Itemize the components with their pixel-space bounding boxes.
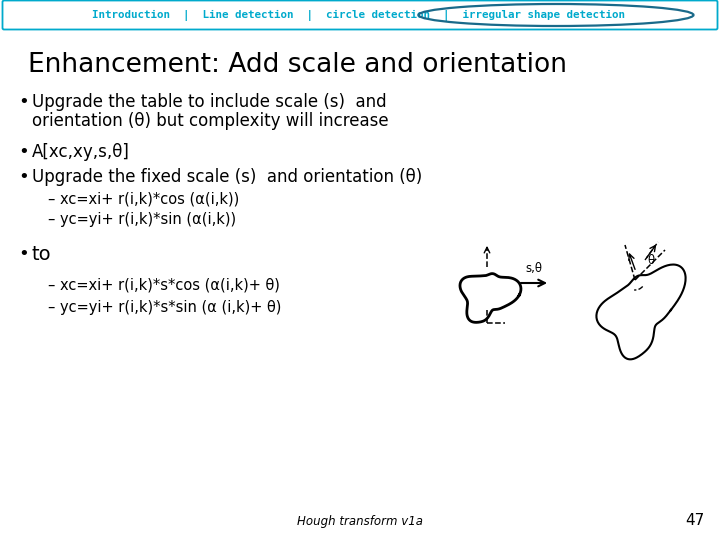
Text: •: • bbox=[18, 93, 29, 111]
Text: θ: θ bbox=[647, 253, 654, 267]
Text: orientation (θ) but complexity will increase: orientation (θ) but complexity will incr… bbox=[32, 112, 389, 130]
Text: A[xc,xy,s,θ]: A[xc,xy,s,θ] bbox=[32, 143, 130, 161]
Text: Upgrade the table to include scale (s)  and: Upgrade the table to include scale (s) a… bbox=[32, 93, 387, 111]
Text: 47: 47 bbox=[685, 513, 704, 528]
Text: – xc=xi+ r(i,k)*cos (α(i,k)): – xc=xi+ r(i,k)*cos (α(i,k)) bbox=[48, 192, 239, 207]
Text: to: to bbox=[32, 245, 52, 264]
Text: s,θ: s,θ bbox=[526, 262, 542, 275]
FancyBboxPatch shape bbox=[2, 1, 718, 30]
Text: Upgrade the fixed scale (s)  and orientation (θ): Upgrade the fixed scale (s) and orientat… bbox=[32, 168, 422, 186]
Text: Introduction  |  Line detection  |  circle detection  |  irregular shape detecti: Introduction | Line detection | circle d… bbox=[91, 10, 624, 21]
Text: •: • bbox=[18, 245, 29, 263]
Text: Enhancement: Add scale and orientation: Enhancement: Add scale and orientation bbox=[28, 52, 567, 78]
Text: – yc=yi+ r(i,k)*sin (α(i,k)): – yc=yi+ r(i,k)*sin (α(i,k)) bbox=[48, 212, 236, 227]
Text: – yc=yi+ r(i,k)*s*sin (α (i,k)+ θ): – yc=yi+ r(i,k)*s*sin (α (i,k)+ θ) bbox=[48, 300, 282, 315]
Text: – xc=xi+ r(i,k)*s*cos (α(i,k)+ θ): – xc=xi+ r(i,k)*s*cos (α(i,k)+ θ) bbox=[48, 278, 280, 293]
Text: Hough transform v1a: Hough transform v1a bbox=[297, 515, 423, 528]
Text: •: • bbox=[18, 168, 29, 186]
Text: •: • bbox=[18, 143, 29, 161]
